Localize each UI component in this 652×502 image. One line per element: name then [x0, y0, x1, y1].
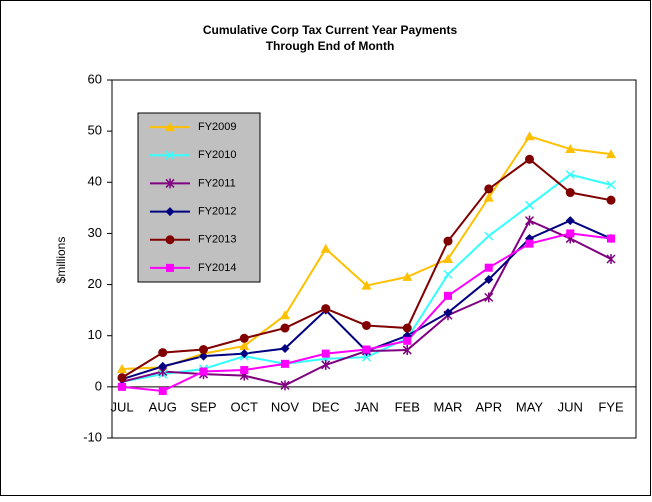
- point: [402, 323, 412, 333]
- point: [565, 216, 575, 226]
- point: [239, 349, 249, 359]
- point: [525, 239, 534, 248]
- point: [280, 310, 290, 320]
- x-tick-label: OCT: [231, 399, 259, 414]
- point: [321, 359, 331, 370]
- point: [524, 215, 535, 226]
- x-tick-label: JAN: [354, 399, 379, 414]
- point: [239, 333, 249, 343]
- y-tick-label: 50: [88, 123, 102, 138]
- point: [565, 170, 575, 180]
- point: [321, 349, 330, 358]
- x-tick-label: MAY: [516, 399, 544, 414]
- point: [199, 367, 208, 376]
- point: [281, 359, 289, 368]
- legend-label: FY2013: [198, 234, 237, 246]
- x-tick-label: DEC: [312, 399, 339, 414]
- point: [443, 269, 453, 279]
- point: [199, 345, 208, 355]
- y-tick-label: 60: [88, 71, 102, 86]
- legend-label: FY2010: [198, 149, 237, 161]
- point: [239, 340, 250, 350]
- point: [524, 131, 535, 141]
- legend-marker: [165, 178, 175, 189]
- point: [118, 382, 126, 391]
- point: [606, 180, 616, 190]
- point: [484, 231, 494, 241]
- point: [443, 254, 453, 263]
- legend-label: FY2012: [198, 205, 237, 217]
- y-tick-label: 30: [88, 225, 102, 240]
- point: [199, 351, 208, 361]
- y-axis-title: $millions: [54, 237, 68, 284]
- point: [525, 154, 534, 164]
- point: [444, 291, 452, 300]
- x-tick-label: AUG: [149, 399, 177, 414]
- point: [483, 192, 494, 202]
- x-tick-label: NOV: [271, 399, 300, 414]
- legend-marker: [166, 263, 174, 272]
- x-tick-label: APR: [475, 399, 502, 414]
- point: [362, 320, 371, 330]
- y-tick-label: 0: [95, 378, 102, 393]
- point: [606, 254, 616, 264]
- x-tick-label: JUL: [110, 399, 133, 414]
- y-tick-label: 20: [88, 276, 102, 291]
- point: [158, 386, 167, 395]
- point: [606, 149, 616, 159]
- point: [606, 195, 616, 205]
- point: [484, 274, 494, 284]
- chart-title: Through End of Month: [266, 39, 395, 53]
- point: [565, 144, 576, 154]
- point: [362, 345, 371, 354]
- point: [484, 184, 494, 194]
- point: [443, 236, 453, 246]
- legend-label: FY2011: [198, 177, 236, 189]
- legend-marker: [165, 207, 175, 217]
- point: [524, 200, 535, 210]
- point: [443, 308, 453, 318]
- x-tick-label: SEP: [190, 399, 216, 414]
- point: [320, 243, 331, 253]
- point: [566, 229, 575, 238]
- y-tick-label: 40: [88, 174, 102, 189]
- point: [484, 263, 493, 272]
- point: [280, 380, 290, 391]
- x-tick-label: MAR: [434, 399, 463, 414]
- point: [607, 234, 615, 243]
- point: [484, 292, 494, 303]
- chart-title: Cumulative Corp Tax Current Year Payment…: [203, 23, 458, 37]
- legend-label: FY2009: [198, 121, 237, 133]
- point: [158, 348, 168, 358]
- point: [361, 280, 372, 290]
- legend-marker: [165, 122, 175, 132]
- y-tick-label: -10: [83, 429, 102, 444]
- legend: [137, 112, 261, 283]
- point: [565, 188, 575, 198]
- legend-marker: [165, 235, 175, 245]
- point: [158, 361, 168, 371]
- point: [402, 271, 413, 281]
- point: [403, 336, 412, 345]
- y-tick-label: 10: [88, 327, 102, 342]
- x-tick-label: FYE: [598, 399, 624, 414]
- x-tick-label: JUN: [558, 399, 583, 414]
- point: [240, 365, 249, 374]
- point: [321, 304, 331, 314]
- point: [280, 344, 290, 353]
- x-tick-label: FEB: [395, 399, 420, 414]
- legend-marker: [165, 150, 175, 160]
- point: [117, 363, 127, 373]
- point: [280, 323, 290, 333]
- point: [117, 373, 127, 383]
- plot-area: [111, 79, 637, 439]
- point: [402, 345, 412, 356]
- legend-label: FY2014: [198, 262, 237, 274]
